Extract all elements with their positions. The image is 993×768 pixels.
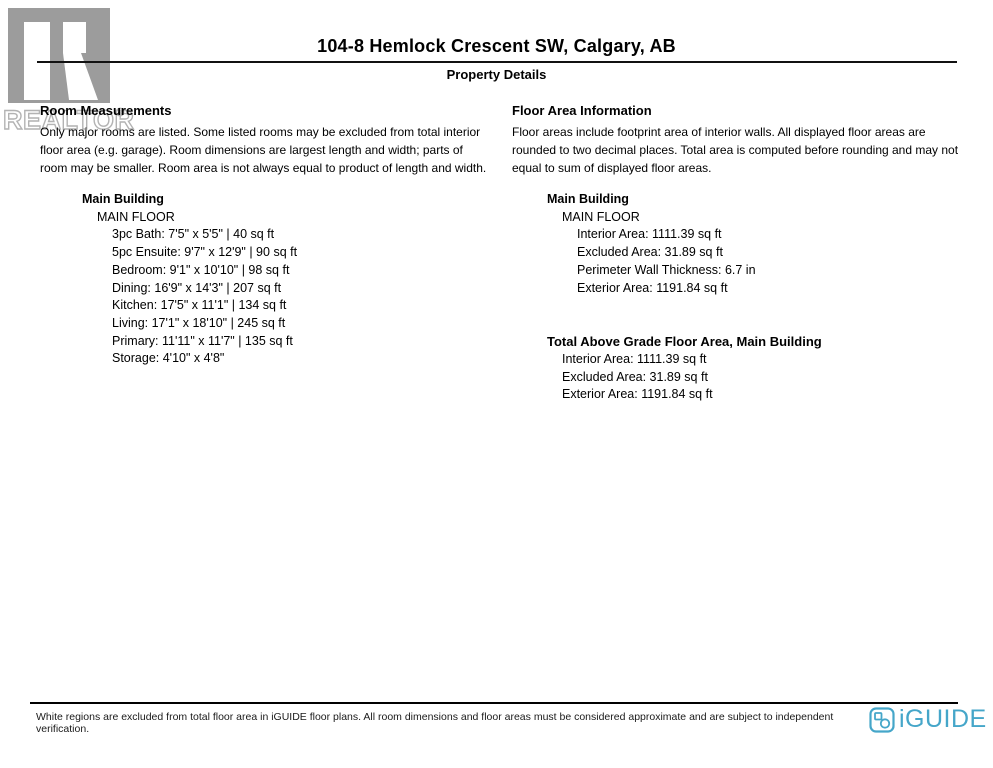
floor-area-information-section: Floor Area Information Floor areas inclu… (512, 103, 964, 177)
room-measurements-heading: Room Measurements (40, 103, 172, 118)
total-above-grade-heading: Total Above Grade Floor Area, Main Build… (547, 334, 822, 349)
room-item: 3pc Bath: 7'5" x 5'5" | 40 sq ft (112, 227, 275, 242)
iguide-logo: iGUIDE (869, 705, 987, 734)
floor-area-item: Perimeter Wall Thickness: 6.7 in (577, 262, 756, 277)
realtor-watermark-wordmark: REALTOR ® (3, 104, 135, 135)
building-name: Main Building (547, 192, 629, 206)
footer-divider (30, 702, 958, 704)
iguide-wordmark: iGUIDE (899, 705, 987, 733)
footer-disclaimer: White regions are excluded from total fl… (36, 711, 834, 735)
floor-area-item: Excluded Area: 31.89 sq ft (577, 245, 723, 260)
total-above-grade-block: Total Above Grade Floor Area, Main Build… (547, 333, 822, 404)
room-item: Primary: 11'11" x 11'7" | 135 sq ft (112, 333, 293, 348)
room-list: 3pc Bath: 7'5" x 5'5" | 40 sq ft 5pc Ens… (112, 226, 297, 368)
floor-area-information-description: Floor areas include footprint area of in… (512, 125, 959, 175)
page-title: 104-8 Hemlock Crescent SW, Calgary, AB (317, 36, 676, 56)
total-area-item: Exterior Area: 1191.84 sq ft (562, 387, 713, 402)
room-item: 5pc Ensuite: 9'7" x 12'9" | 90 sq ft (112, 245, 298, 260)
floor-area-list: Interior Area: 1111.39 sq ft Excluded Ar… (577, 226, 756, 297)
room-measurements-section: Room Measurements Only major rooms are l… (40, 103, 492, 177)
floor-area-item: Exterior Area: 1191.84 sq ft (577, 280, 728, 295)
floor-name: MAIN FLOOR (562, 209, 640, 224)
room-item: Dining: 16'9" x 14'3" | 207 sq ft (112, 280, 282, 295)
total-area-list: Interior Area: 1111.39 sq ft Excluded Ar… (562, 351, 822, 404)
realtor-watermark-text: REALTOR (3, 105, 135, 135)
page-subtitle: Property Details (446, 67, 547, 82)
floor-name: MAIN FLOOR (97, 209, 175, 224)
room-item: Living: 17'1" x 18'10" | 245 sq ft (112, 315, 286, 330)
total-area-item: Excluded Area: 31.89 sq ft (562, 369, 708, 384)
floor-area-information-heading: Floor Area Information (512, 103, 652, 118)
room-measurements-description: Only major rooms are listed. Some listed… (40, 125, 487, 175)
room-measurements-building-block: Main Building MAIN FLOOR 3pc Bath: 7'5" … (82, 191, 297, 368)
total-area-item: Interior Area: 1111.39 sq ft (562, 352, 707, 366)
building-name: Main Building (82, 192, 164, 206)
registered-trademark-symbol: ® (116, 107, 124, 119)
floor-area-item: Interior Area: 1111.39 sq ft (577, 227, 722, 242)
room-item: Storage: 4'10" x 4'8" (112, 351, 225, 366)
floor-area-building-block: Main Building MAIN FLOOR Interior Area: … (547, 191, 756, 297)
room-item: Kitchen: 17'5" x 11'1" | 134 sq ft (112, 298, 287, 313)
room-item: Bedroom: 9'1" x 10'10" | 98 sq ft (112, 262, 290, 277)
title-divider (37, 61, 957, 63)
iguide-camera-icon (869, 706, 895, 733)
